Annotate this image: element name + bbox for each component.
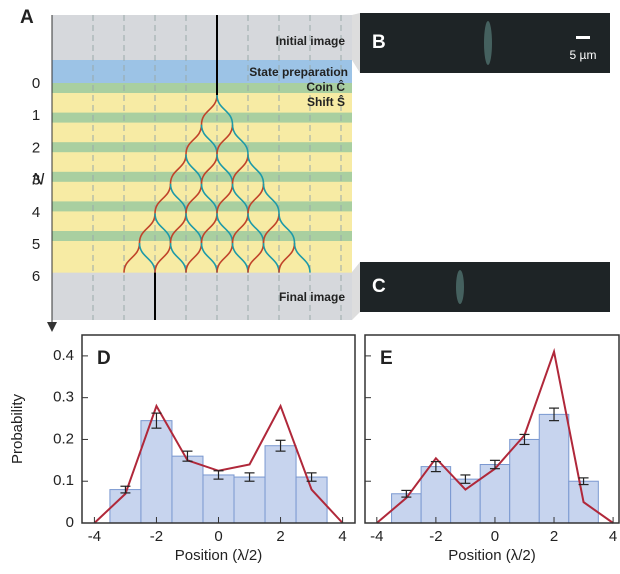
walk-branch (216, 94, 234, 125)
panel-label: E (380, 348, 393, 369)
error-bar (460, 474, 471, 484)
coin-band (52, 201, 352, 212)
walk-branch (262, 183, 280, 214)
image-c (360, 262, 610, 312)
bar (450, 478, 481, 524)
x-tick-label: -2 (429, 528, 442, 545)
x-tick-label: 4 (338, 528, 346, 545)
caption: State preparation (249, 65, 348, 79)
error-bar (489, 459, 500, 470)
x-tick-label: -4 (88, 528, 101, 545)
bar (171, 455, 204, 524)
x-tick-label: 0 (491, 528, 499, 545)
atom-cloud (456, 270, 464, 304)
caption: Coin Ĉ (306, 79, 345, 94)
x-tick-label: -4 (370, 528, 383, 545)
caption: Initial image (276, 34, 346, 48)
x-tick-label: 2 (550, 528, 558, 545)
coin-band (52, 142, 352, 153)
arrow-head (47, 322, 57, 332)
atom-cloud (484, 21, 492, 65)
y-tick-label: 0.3 (53, 389, 74, 406)
coin-band (52, 112, 352, 123)
error-bar (549, 407, 560, 422)
bar (264, 445, 297, 524)
walk-branch (293, 242, 311, 273)
row-label: 4 (32, 204, 40, 221)
row-label: 5 (32, 236, 40, 253)
prep-band (52, 60, 352, 83)
scale-bar (576, 36, 590, 39)
walk-branch (231, 124, 249, 155)
error-bar (578, 477, 589, 486)
error-bar (306, 472, 317, 482)
error-bar (120, 485, 131, 494)
error-bar (244, 472, 255, 482)
axis-label: N (32, 169, 45, 188)
panel-label: D (97, 348, 111, 369)
y-tick-label: 0.4 (53, 347, 74, 364)
panel-label: B (372, 32, 386, 53)
error-bar (151, 412, 162, 429)
error-bar (401, 489, 412, 498)
panel-label: A (20, 7, 34, 28)
bar (420, 466, 452, 524)
caption: Final image (279, 290, 345, 304)
row-label: 6 (32, 268, 40, 285)
connector (352, 262, 360, 320)
coin-band (52, 83, 352, 93)
bar (233, 476, 266, 524)
plot-frame (364, 334, 620, 524)
x-tick-label: -2 (150, 528, 163, 545)
y-tick-label: 0.2 (53, 430, 74, 447)
y-tick-label: 0.1 (53, 472, 74, 489)
bar (479, 464, 511, 524)
row-label: 0 (32, 75, 40, 92)
scale-label: 5 µm (570, 48, 597, 62)
error-bar (430, 460, 441, 473)
error-bar (213, 470, 224, 480)
bar (538, 413, 570, 524)
panel-label: C (372, 276, 386, 297)
row-label: 2 (32, 139, 40, 156)
x-axis-label: Position (λ/2) (175, 547, 263, 564)
y-axis-label: Probability (9, 393, 26, 464)
walk-branch (247, 154, 265, 184)
row-label: 1 (32, 107, 40, 124)
y-tick-label: 0 (66, 514, 74, 531)
error-bar (275, 439, 286, 452)
bar (509, 438, 540, 524)
coin-band (52, 171, 352, 182)
row-label: 3 (32, 172, 40, 189)
bar (109, 489, 142, 524)
connector (352, 13, 360, 73)
caption: Shift Ŝ (307, 94, 345, 109)
error-bar (519, 433, 530, 446)
coin-band (52, 231, 352, 241)
error-bar (182, 450, 193, 462)
walk-branch (278, 213, 296, 244)
x-axis-label: Position (λ/2) (448, 547, 536, 564)
bar (202, 474, 235, 524)
x-tick-label: 0 (214, 528, 222, 545)
x-tick-label: 4 (609, 528, 617, 545)
x-tick-label: 2 (276, 528, 284, 545)
